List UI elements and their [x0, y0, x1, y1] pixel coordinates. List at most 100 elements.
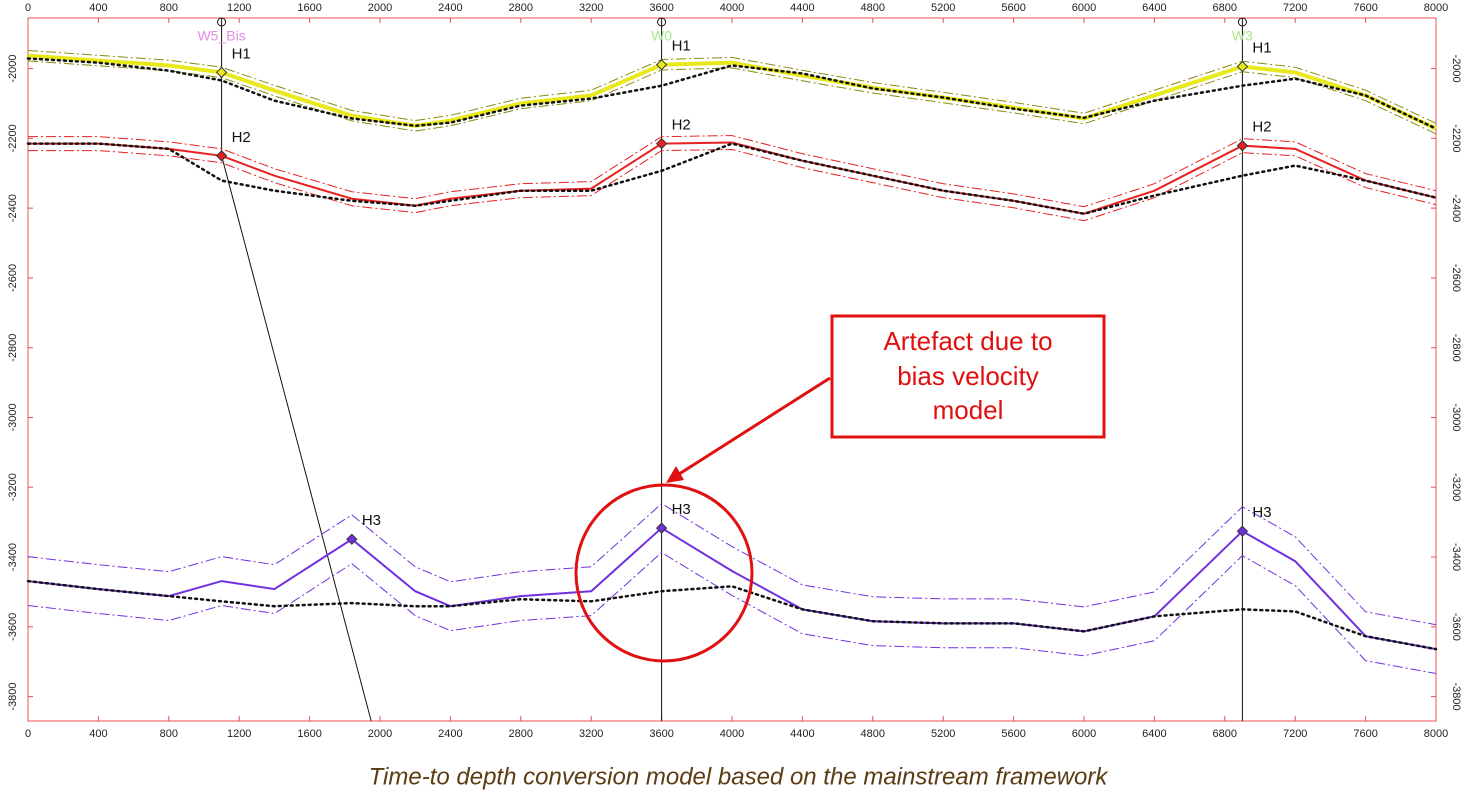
uncertainty-line — [27, 503, 1437, 626]
x-tick-label: 6400 — [1142, 728, 1166, 740]
well-pick — [346, 533, 358, 545]
annotation-box — [830, 314, 1106, 439]
y-tick-label: -2800 — [1450, 334, 1462, 362]
y-tick-label: -3800 — [7, 683, 19, 711]
x-tick-label: 2800 — [509, 728, 533, 740]
x-tick-label: 3600 — [649, 728, 673, 740]
x-tick-label: 5200 — [931, 728, 955, 740]
well-pick — [215, 66, 228, 79]
well-head — [1237, 17, 1247, 27]
annotation-text: Artefact due to — [883, 326, 1052, 356]
pick-label: H1 — [232, 45, 251, 62]
x-tick-label: 4000 — [720, 2, 744, 14]
x-tick-label: 1200 — [227, 728, 251, 740]
x-tick-label: 1600 — [297, 728, 321, 740]
x-tick-label: 6800 — [1213, 728, 1237, 740]
plot-frame — [27, 17, 1437, 722]
well-head — [657, 17, 667, 27]
uncertainty-line — [27, 60, 1437, 135]
well-pick — [655, 59, 668, 71]
x-tick-label: 4800 — [861, 2, 885, 14]
x-tick-label: 2400 — [438, 728, 462, 740]
x-tick-label: 1200 — [227, 2, 251, 14]
pick-label: H1 — [1252, 39, 1271, 56]
horizon-line — [27, 526, 1437, 651]
well-pick — [1236, 525, 1249, 537]
x-tick-label: 7600 — [1353, 728, 1377, 740]
model-line — [26, 142, 1438, 216]
x-tick-label: 0 — [25, 728, 31, 740]
highlight-circle — [574, 483, 754, 663]
y-tick-label: -2000 — [7, 55, 19, 83]
x-tick-label: 2400 — [438, 2, 462, 14]
y-tick-label: -2000 — [1450, 55, 1462, 83]
caption: Time-to depth conversion model based on … — [369, 763, 1110, 790]
well-pick — [655, 137, 668, 150]
uncertainty-line — [27, 49, 1437, 124]
arrow-head — [666, 466, 684, 483]
x-tick-label: 4400 — [790, 728, 814, 740]
x-tick-label: 5600 — [1001, 728, 1025, 740]
well-head — [217, 17, 227, 27]
y-tick-label: -3200 — [7, 473, 19, 501]
pick-label: H3 — [1252, 504, 1271, 521]
y-tick-label: -3800 — [1450, 683, 1462, 711]
x-tick-label: 3200 — [579, 2, 603, 14]
annotation-text: model — [933, 395, 1004, 425]
horizon-line — [27, 53, 1437, 131]
x-tick-label: 800 — [160, 2, 178, 14]
x-tick-label: 8000 — [1424, 2, 1448, 14]
x-tick-label: 400 — [89, 2, 107, 14]
x-tick-label: 5600 — [1001, 2, 1025, 14]
y-tick-label: -2800 — [7, 334, 19, 362]
x-tick-label: 6000 — [1072, 2, 1096, 14]
uncertainty-line — [27, 551, 1437, 675]
x-tick-label: 4000 — [720, 728, 744, 740]
y-tick-label: -3400 — [7, 543, 19, 571]
well-path — [221, 18, 372, 722]
y-tick-label: -2400 — [7, 194, 19, 222]
pick-label: H3 — [672, 501, 691, 518]
well-pick — [1236, 140, 1249, 152]
y-tick-label: -3400 — [1450, 543, 1462, 571]
pick-label: H1 — [672, 38, 691, 55]
x-tick-label: 4800 — [861, 728, 885, 740]
x-tick-label: 1600 — [297, 2, 321, 14]
x-tick-label: 4400 — [790, 2, 814, 14]
annotation-arrow — [675, 376, 831, 478]
well-pick — [655, 522, 668, 534]
y-tick-label: -3000 — [7, 403, 19, 431]
y-tick-label: -3200 — [1450, 473, 1462, 501]
x-tick-label: 2800 — [509, 2, 533, 14]
horizon-line — [28, 141, 1437, 215]
x-tick-label: 800 — [160, 728, 178, 740]
x-tick-label: 2000 — [368, 2, 392, 14]
x-tick-label: 6800 — [1213, 2, 1237, 14]
x-tick-label: 7200 — [1283, 728, 1307, 740]
well-pick — [215, 150, 228, 162]
pick-label: H2 — [232, 129, 251, 146]
model-line — [26, 579, 1438, 651]
x-tick-label: 400 — [89, 728, 107, 740]
x-tick-label: 7600 — [1353, 2, 1377, 14]
y-tick-label: -3000 — [1450, 403, 1462, 431]
pick-label: H3 — [362, 512, 381, 529]
uncertainty-line — [28, 135, 1437, 208]
y-tick-label: -3600 — [7, 613, 19, 641]
x-tick-label: 6400 — [1142, 2, 1166, 14]
x-tick-label: 2000 — [368, 728, 392, 740]
well-label: W5_Bis — [197, 28, 245, 44]
x-tick-label: 0 — [25, 2, 31, 14]
x-tick-label: 3600 — [649, 2, 673, 14]
y-tick-label: -2600 — [1450, 264, 1462, 292]
y-tick-label: -2200 — [7, 124, 19, 152]
model-line — [26, 57, 1438, 130]
annotation-text: bias velocity — [897, 361, 1039, 391]
x-tick-label: 5200 — [931, 2, 955, 14]
pick-label: H2 — [1252, 119, 1271, 136]
well-label: W3 — [1232, 28, 1253, 44]
well-label: W0 — [651, 28, 672, 44]
y-tick-label: -2600 — [7, 264, 19, 292]
y-tick-label: -2400 — [1450, 194, 1462, 222]
